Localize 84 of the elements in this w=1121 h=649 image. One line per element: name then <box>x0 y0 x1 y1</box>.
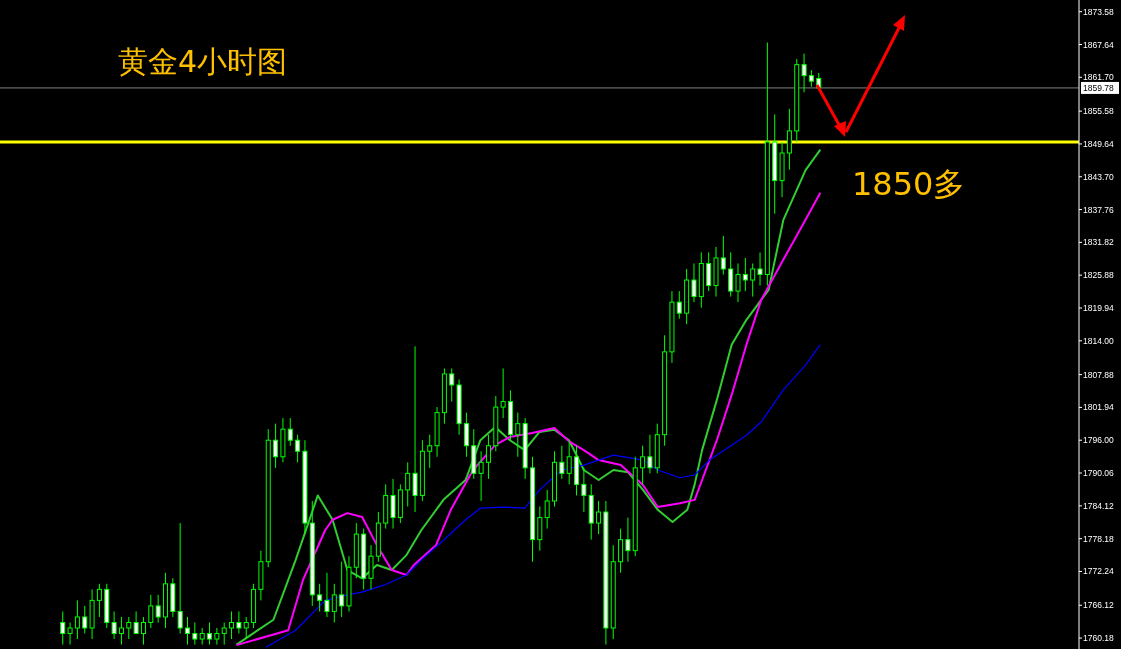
y-tick-label: 1760.18 <box>1083 633 1114 644</box>
candlestick <box>405 461 411 507</box>
candlestick <box>118 616 124 646</box>
candlestick <box>515 412 521 458</box>
candlestick <box>67 621 73 646</box>
y-tick-label: 1831.82 <box>1083 237 1114 248</box>
candlestick <box>801 53 807 93</box>
candlestick <box>111 610 117 640</box>
candlestick <box>148 594 154 629</box>
candlestick <box>544 489 550 530</box>
candlestick <box>126 616 132 640</box>
candlestick <box>463 412 469 458</box>
candlestick <box>500 367 506 419</box>
candlestick <box>140 616 146 646</box>
y-tick-label: 1855.58 <box>1083 106 1114 117</box>
candlestick <box>229 610 235 640</box>
y-tick-label: 1814.00 <box>1083 335 1114 346</box>
candlestick <box>427 434 433 469</box>
candlestick <box>390 478 396 530</box>
candlestick <box>221 621 227 646</box>
candlestick <box>177 522 183 635</box>
candlestick <box>82 605 88 635</box>
y-tick-label: 1867.64 <box>1083 39 1114 50</box>
y-tick-label: 1784.12 <box>1083 500 1114 511</box>
candlestick <box>581 467 587 513</box>
candlestick <box>273 423 279 469</box>
candlestick <box>566 439 572 485</box>
candlestick <box>449 367 455 403</box>
candlestick <box>750 262 756 298</box>
text: 黄金4小时图 <box>118 43 288 81</box>
candlestick <box>339 561 345 618</box>
candlestick <box>757 251 763 287</box>
candlestick <box>324 572 330 618</box>
candlestick <box>317 583 323 612</box>
y-tick-label: 1873.58 <box>1083 6 1114 17</box>
candlestick <box>412 345 418 513</box>
candlestick <box>625 517 631 563</box>
candlestick <box>96 583 102 618</box>
candlestick <box>485 434 491 480</box>
candlestick <box>728 251 734 298</box>
candlestick <box>207 621 213 646</box>
y-tick-label: 1790.06 <box>1083 468 1114 479</box>
ref-line-label: 1859.78 <box>1083 82 1114 93</box>
candlestick <box>676 290 682 320</box>
y-tick-label: 1825.88 <box>1083 270 1114 281</box>
y-tick-label: 1772.24 <box>1083 566 1114 577</box>
candlestick <box>243 616 249 640</box>
candlestick <box>618 528 624 574</box>
y-tick-label: 1861.70 <box>1083 72 1114 83</box>
y-tick-label: 1837.76 <box>1083 204 1114 215</box>
candlestick <box>596 500 602 535</box>
candlestick <box>331 583 337 623</box>
candlestick <box>192 621 198 646</box>
candlestick <box>155 594 161 623</box>
candlestick <box>478 450 484 502</box>
candlestick <box>742 257 748 292</box>
candlestick <box>236 610 242 635</box>
y-tick-label: 1778.18 <box>1083 533 1114 544</box>
candlestick <box>735 262 741 303</box>
candlestick <box>133 610 139 635</box>
y-tick-label: 1801.94 <box>1083 402 1114 413</box>
y-tick-label: 1796.00 <box>1083 435 1114 446</box>
candlestick <box>295 434 301 463</box>
candlestick <box>185 616 190 646</box>
candlestick <box>74 599 80 640</box>
candlestick <box>640 445 646 485</box>
y-tick-label: 1766.12 <box>1083 600 1114 611</box>
candlestick <box>287 417 293 447</box>
line-series <box>265 344 821 648</box>
candlestick <box>368 544 374 590</box>
candlestick <box>60 610 66 646</box>
candlestick <box>559 445 565 480</box>
candlestick <box>706 251 712 292</box>
candlestick <box>691 262 697 303</box>
y-tick-label: 1807.88 <box>1083 369 1114 380</box>
y-tick-label: 1849.64 <box>1083 138 1114 149</box>
candlestick <box>214 627 220 646</box>
ref-line-label: 1850多 <box>852 164 966 203</box>
y-tick-label: 1843.70 <box>1083 171 1114 182</box>
candlestick <box>647 434 653 474</box>
candlestick <box>537 506 543 552</box>
y-tick-label: 1819.94 <box>1083 303 1114 313</box>
candlestick <box>720 235 726 276</box>
candlestick <box>786 108 792 171</box>
